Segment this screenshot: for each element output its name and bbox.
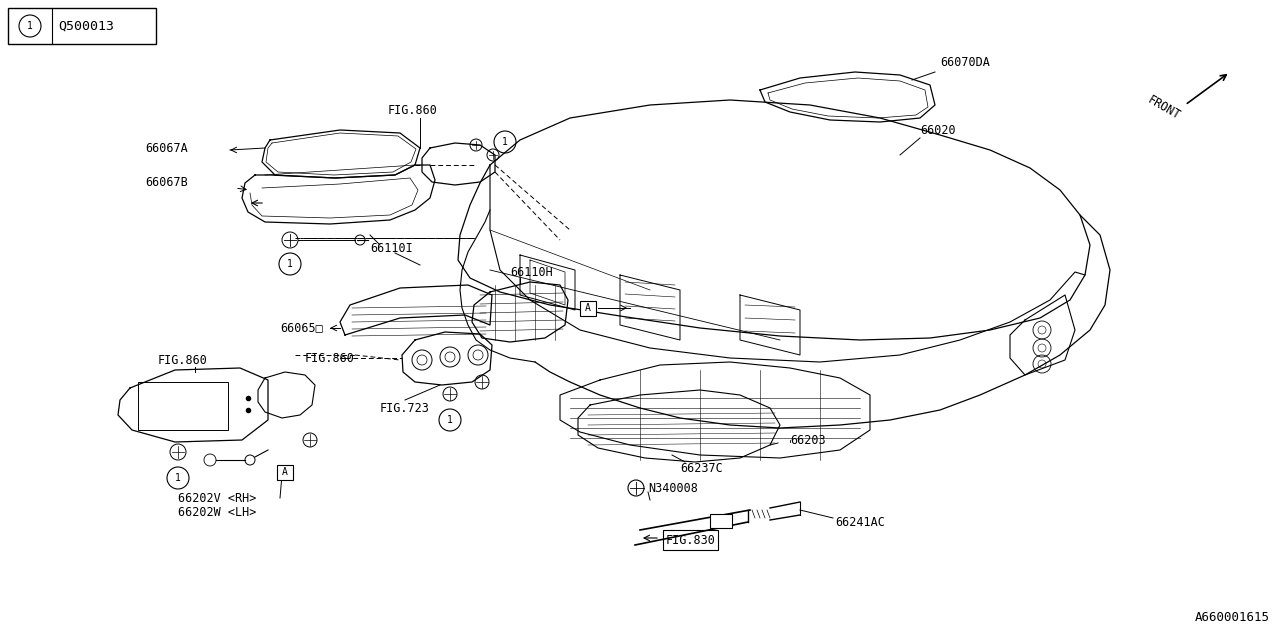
Text: 66067A: 66067A	[145, 141, 188, 154]
Text: A: A	[282, 467, 288, 477]
Text: FIG.723: FIG.723	[380, 401, 430, 415]
Text: 66237C: 66237C	[680, 461, 723, 474]
Text: 1: 1	[447, 415, 453, 425]
Bar	[580, 301, 596, 316]
Text: 66203: 66203	[790, 433, 826, 447]
Text: 66020: 66020	[920, 124, 956, 136]
Bar	[663, 530, 718, 550]
Text: A660001615: A660001615	[1196, 611, 1270, 624]
Text: FRONT: FRONT	[1146, 93, 1183, 122]
Text: 1: 1	[175, 473, 180, 483]
Bar	[8, 8, 156, 44]
Bar	[710, 514, 732, 528]
Text: 66110H: 66110H	[509, 266, 553, 278]
Text: FIG.860: FIG.860	[305, 351, 355, 365]
Text: FIG.860: FIG.860	[388, 104, 438, 116]
Text: 66202W <LH>: 66202W <LH>	[178, 506, 256, 520]
Text: A: A	[585, 303, 591, 313]
Text: FIG.860: FIG.860	[157, 353, 207, 367]
Bar	[276, 465, 293, 479]
Text: 1: 1	[287, 259, 293, 269]
Text: 1: 1	[27, 21, 33, 31]
Text: N340008: N340008	[648, 481, 698, 495]
Text: Q500013: Q500013	[58, 19, 114, 33]
Text: 66110I: 66110I	[370, 241, 412, 255]
Text: 1: 1	[502, 137, 508, 147]
Text: 66202V <RH>: 66202V <RH>	[178, 492, 256, 504]
Text: 66241AC: 66241AC	[835, 515, 884, 529]
Text: FIG.830: FIG.830	[666, 534, 716, 547]
Text: 66070DA: 66070DA	[940, 56, 989, 68]
Text: 66065□: 66065□	[280, 321, 323, 335]
Text: 66067B: 66067B	[145, 175, 188, 189]
Bar	[138, 382, 228, 430]
